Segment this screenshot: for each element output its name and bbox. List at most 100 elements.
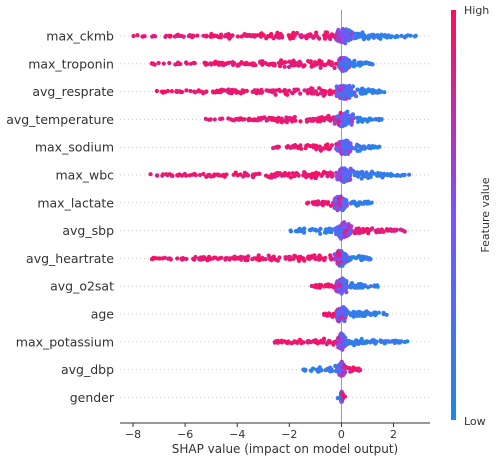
shap-point bbox=[384, 227, 389, 232]
shap-point bbox=[359, 60, 364, 65]
shap-point bbox=[344, 32, 349, 37]
shap-point bbox=[156, 60, 161, 66]
shap-point bbox=[335, 250, 340, 255]
shap-point bbox=[284, 145, 289, 150]
shap-point bbox=[290, 118, 295, 123]
shap-point bbox=[302, 258, 307, 263]
shap-point bbox=[275, 144, 280, 149]
shap-point bbox=[286, 173, 291, 178]
shap-point bbox=[358, 90, 363, 95]
shap-point bbox=[323, 368, 328, 373]
shap-point bbox=[333, 61, 339, 66]
shap-point bbox=[340, 62, 345, 67]
shap-point bbox=[271, 254, 276, 259]
shap-point bbox=[402, 35, 407, 40]
shap-point bbox=[302, 170, 307, 175]
shap-point bbox=[376, 227, 381, 232]
shap-point bbox=[274, 118, 280, 123]
shap-point bbox=[343, 65, 348, 70]
shap-point bbox=[350, 312, 355, 317]
shap-point bbox=[204, 257, 209, 262]
shap-point bbox=[388, 171, 394, 177]
shap-point bbox=[304, 175, 309, 180]
shap-point bbox=[217, 173, 222, 178]
shap-point bbox=[290, 91, 295, 96]
shap-point bbox=[222, 88, 227, 93]
shap-point bbox=[361, 341, 366, 346]
shap-point bbox=[357, 313, 362, 318]
shap-point bbox=[235, 34, 240, 39]
shap-point bbox=[344, 96, 349, 101]
shap-point bbox=[309, 62, 315, 67]
shap-point bbox=[187, 173, 192, 178]
shap-point bbox=[302, 63, 307, 68]
shap-point bbox=[311, 118, 316, 123]
shap-point bbox=[384, 312, 389, 317]
shap-point bbox=[369, 312, 374, 317]
shap-point bbox=[374, 117, 379, 122]
shap-point bbox=[332, 65, 337, 71]
shap-point bbox=[315, 92, 320, 97]
shap-point bbox=[337, 283, 342, 288]
shap-point bbox=[299, 146, 304, 151]
feature-label: max_wbc bbox=[55, 168, 114, 183]
shap-point bbox=[328, 36, 333, 42]
shap-point bbox=[250, 117, 255, 122]
shap-point bbox=[347, 149, 352, 154]
shap-point bbox=[333, 363, 338, 369]
shap-point bbox=[295, 87, 301, 92]
shap-point bbox=[197, 172, 203, 178]
shap-point bbox=[328, 369, 333, 374]
shap-point bbox=[405, 339, 410, 344]
shap-point bbox=[362, 312, 367, 317]
shap-point bbox=[187, 33, 192, 38]
shap-point bbox=[238, 254, 243, 259]
shap-point bbox=[342, 220, 347, 225]
feature-label: avg_temperature bbox=[6, 112, 114, 127]
shap-point bbox=[399, 339, 404, 344]
shap-point bbox=[245, 257, 250, 263]
shap-point bbox=[208, 117, 213, 122]
feature-row-max_potassium bbox=[272, 331, 410, 352]
shap-point bbox=[305, 91, 310, 96]
shap-point bbox=[215, 256, 220, 262]
shap-point bbox=[283, 256, 288, 261]
shap-point bbox=[303, 367, 308, 372]
shap-point bbox=[250, 173, 255, 178]
shap-point bbox=[169, 89, 174, 94]
shap-point bbox=[390, 227, 395, 232]
shap-point bbox=[319, 173, 324, 178]
shap-point bbox=[153, 34, 158, 39]
feature-label: max_troponin bbox=[28, 56, 114, 71]
shap-point bbox=[286, 116, 291, 121]
shap-point bbox=[209, 33, 214, 38]
shap-point bbox=[340, 344, 345, 349]
shap-point bbox=[265, 116, 270, 121]
feature-row-max_troponin bbox=[149, 55, 375, 74]
feature-row-avg_resprate bbox=[154, 83, 387, 101]
shap-point bbox=[366, 35, 371, 41]
x-tick-label: −4 bbox=[229, 428, 245, 441]
shap-point bbox=[223, 257, 228, 262]
shap-point bbox=[324, 143, 330, 148]
shap-point bbox=[195, 33, 200, 38]
shap-point bbox=[271, 146, 276, 151]
shap-point bbox=[182, 171, 187, 177]
shap-point bbox=[201, 256, 206, 261]
shap-point bbox=[323, 227, 329, 232]
shap-point bbox=[322, 36, 328, 41]
shap-point bbox=[232, 88, 237, 93]
shap-point bbox=[288, 254, 293, 260]
shap-point bbox=[264, 88, 269, 93]
shap-point bbox=[311, 254, 316, 259]
shap-point bbox=[227, 60, 232, 65]
shap-point bbox=[368, 146, 373, 151]
shap-point bbox=[338, 279, 343, 284]
shap-point bbox=[201, 90, 206, 95]
feature-labels: max_ckmb max_troponin avg_resprate avg_temp… bbox=[6, 29, 115, 405]
shap-point bbox=[266, 62, 272, 67]
shap-point bbox=[336, 258, 341, 263]
shap-point bbox=[311, 338, 316, 344]
shap-point bbox=[378, 338, 383, 343]
